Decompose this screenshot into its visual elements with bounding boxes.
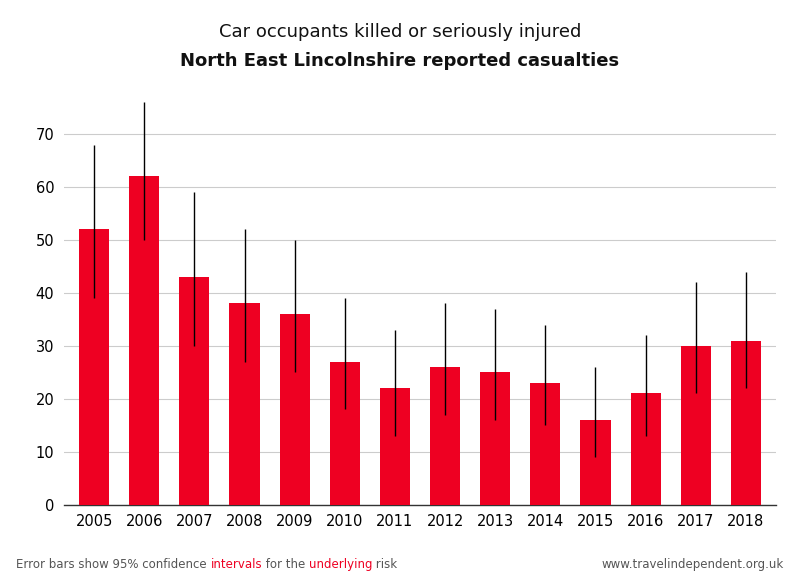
Text: Car occupants killed or seriously injured: Car occupants killed or seriously injure… — [219, 23, 581, 41]
Bar — [581, 420, 610, 505]
Bar — [230, 303, 259, 505]
Bar — [480, 372, 510, 505]
Bar — [380, 388, 410, 505]
Bar — [129, 176, 159, 505]
Bar — [330, 362, 360, 505]
Text: www.travelindependent.org.uk: www.travelindependent.org.uk — [602, 559, 784, 571]
Bar — [630, 393, 661, 505]
Text: for the: for the — [262, 559, 309, 571]
Bar — [430, 367, 460, 505]
Text: Error bars show 95% confidence: Error bars show 95% confidence — [16, 559, 210, 571]
Bar — [179, 277, 210, 505]
Bar — [681, 346, 711, 505]
Bar — [731, 340, 761, 505]
Bar — [280, 314, 310, 505]
Text: underlying: underlying — [309, 559, 373, 571]
Text: intervals: intervals — [210, 559, 262, 571]
Bar — [79, 229, 109, 505]
Text: risk: risk — [373, 559, 398, 571]
Text: North East Lincolnshire reported casualties: North East Lincolnshire reported casualt… — [181, 52, 619, 70]
Bar — [530, 383, 560, 505]
